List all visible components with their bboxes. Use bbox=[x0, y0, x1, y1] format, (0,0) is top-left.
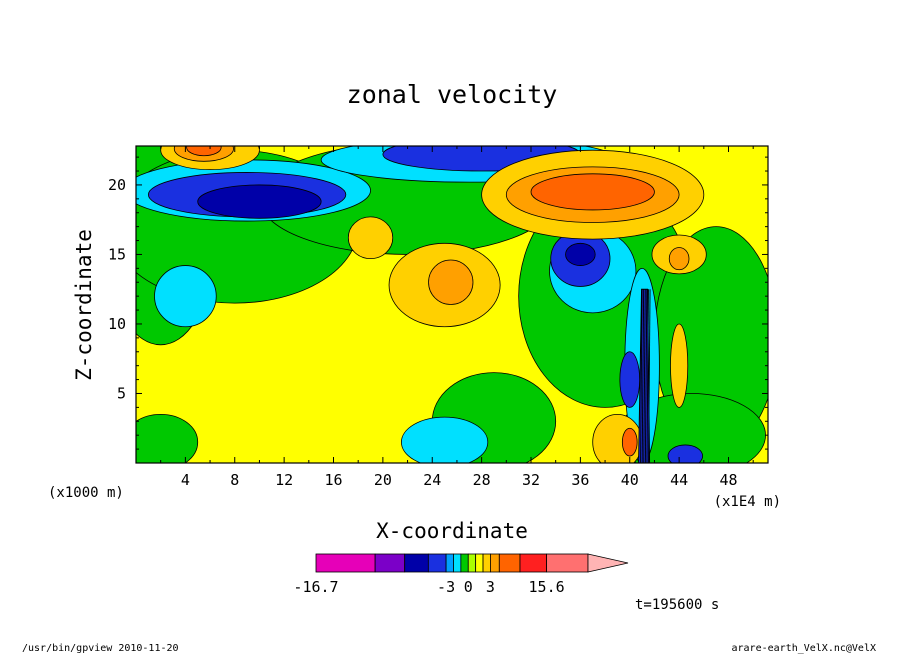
x-tick-label: 28 bbox=[473, 471, 491, 489]
x-tick-label: 40 bbox=[621, 471, 639, 489]
y-tick-label: 20 bbox=[108, 176, 126, 194]
colorbar-cell bbox=[445, 553, 454, 573]
colorbar-cell bbox=[482, 553, 491, 573]
contour-region bbox=[197, 184, 322, 219]
colorbar-cell bbox=[475, 553, 484, 573]
x-unit-left: (x1000 m) bbox=[48, 485, 124, 501]
x-tick-label: 4 bbox=[181, 471, 190, 489]
chart-title: zonal velocity bbox=[347, 80, 558, 109]
contour-region bbox=[136, 413, 199, 463]
front-contour bbox=[640, 289, 643, 463]
footer-left: /usr/bin/gpview 2010-11-20 bbox=[22, 643, 179, 654]
x-tick-label: 36 bbox=[571, 471, 589, 489]
x-tick-label: 12 bbox=[275, 471, 293, 489]
x-tick-label: 8 bbox=[230, 471, 239, 489]
contour-region bbox=[668, 247, 690, 271]
colorbar-cell bbox=[498, 553, 521, 573]
contour-region bbox=[530, 173, 655, 211]
x-unit-right: (x1E4 m) bbox=[714, 494, 781, 510]
x-tick-label: 44 bbox=[670, 471, 688, 489]
colorbar-cell bbox=[315, 553, 376, 573]
contour-region bbox=[347, 216, 394, 260]
front-contour bbox=[648, 289, 651, 463]
colorbar-tick-label: 0 bbox=[464, 578, 473, 596]
front-contour bbox=[644, 289, 648, 463]
contour-region bbox=[401, 416, 489, 463]
x-tick-label: 32 bbox=[522, 471, 540, 489]
y-tick-label: 5 bbox=[117, 384, 126, 402]
x-tick-label: 48 bbox=[719, 471, 737, 489]
colorbar-tick-label: 3 bbox=[486, 578, 495, 596]
y-tick-label: 10 bbox=[108, 315, 126, 333]
contour-region bbox=[565, 242, 596, 266]
y-tick-label: 15 bbox=[108, 245, 126, 263]
colorbar-cell bbox=[467, 553, 477, 573]
y-axis: 5 10 15 20 bbox=[108, 156, 768, 450]
x-tick-label: 24 bbox=[423, 471, 441, 489]
x-tick-label: 20 bbox=[374, 471, 392, 489]
colorbar-tick-label: -16.7 bbox=[293, 578, 338, 596]
contour-region bbox=[667, 444, 703, 463]
contour-region bbox=[186, 146, 222, 157]
colorbar-cell bbox=[490, 553, 500, 573]
contour-region bbox=[621, 427, 638, 457]
colorbar-cell bbox=[427, 553, 447, 573]
contour-region bbox=[154, 265, 217, 328]
footer-right: arare-earth_VelX.nc@VelX bbox=[732, 643, 877, 654]
colorbar-tick-label: 15.6 bbox=[529, 578, 565, 596]
time-label: t=195600 s bbox=[635, 597, 719, 613]
colorbar-tick-label: -3 bbox=[437, 578, 455, 596]
x-tick-label: 16 bbox=[324, 471, 342, 489]
front-contour bbox=[646, 289, 649, 463]
colorbar-cell bbox=[453, 553, 462, 573]
x-axis-label: X-coordinate bbox=[376, 519, 528, 543]
colorbar-cell bbox=[460, 553, 469, 573]
contour-region bbox=[670, 323, 689, 408]
y-axis-label: Z-coordinate bbox=[72, 229, 96, 381]
x-axis: 4 8 12 16 20 24 28 32 36 40 44 48 bbox=[160, 146, 754, 489]
contour-region bbox=[619, 351, 641, 408]
plot-frame bbox=[135, 145, 769, 464]
colorbar-cell bbox=[546, 553, 589, 573]
front-contour bbox=[641, 289, 645, 463]
colorbar-cell bbox=[519, 553, 548, 573]
colorbar-arrow bbox=[587, 553, 629, 573]
colorbar-cell bbox=[404, 553, 429, 573]
contour-field bbox=[136, 146, 768, 463]
colorbar-cell bbox=[374, 553, 406, 573]
front-contour bbox=[643, 289, 646, 463]
colorbar: -16.7 -3 0 3 15.6 bbox=[293, 553, 629, 596]
contour-region bbox=[428, 259, 474, 305]
